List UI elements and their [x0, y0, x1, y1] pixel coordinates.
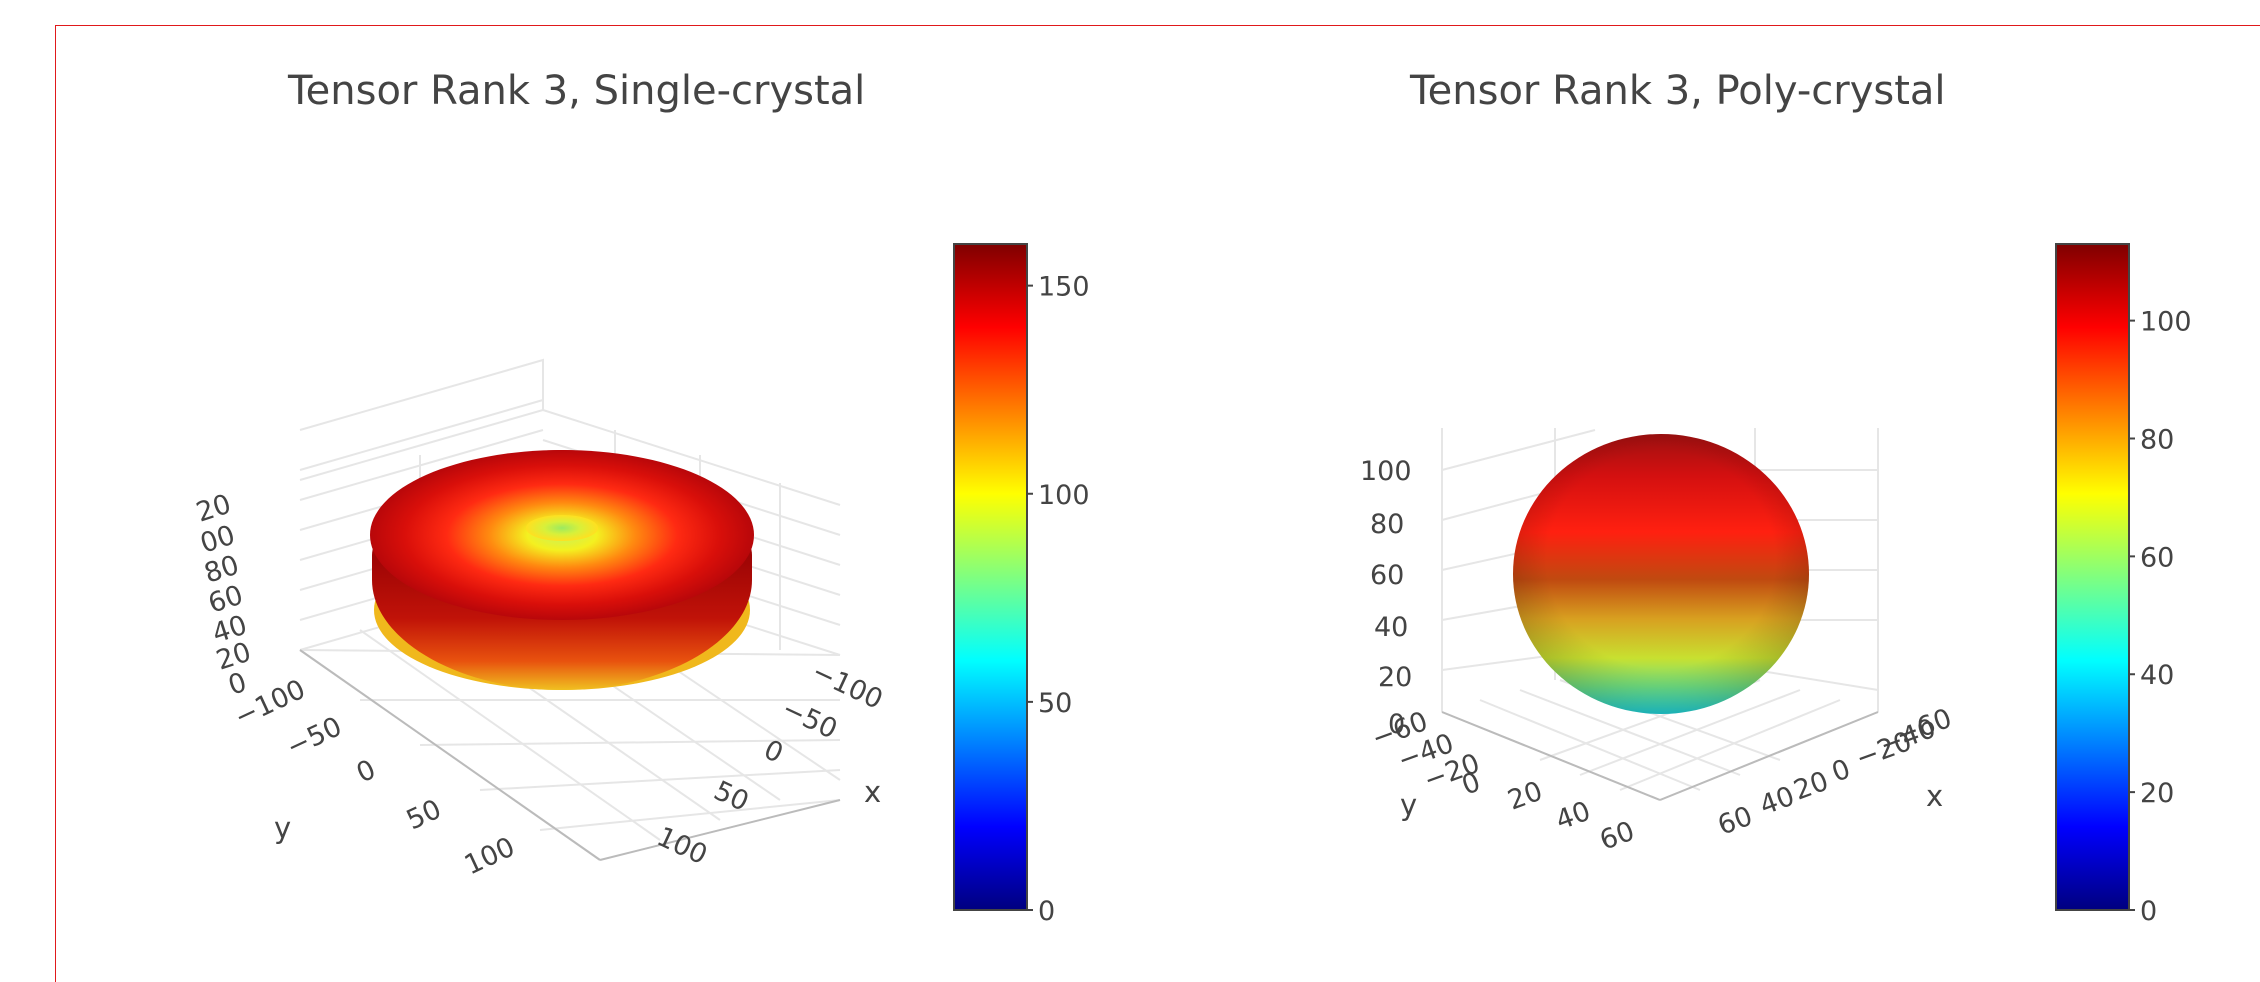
- colorbar-tick-label: 100: [2140, 307, 2192, 338]
- x-tick: 0: [759, 734, 788, 769]
- sphere-surface[interactable]: [1513, 434, 1809, 714]
- z-tick: 20: [1378, 662, 1412, 693]
- colorbar-tick-label: 60: [2140, 542, 2174, 573]
- z-tick: 100: [1360, 456, 1412, 487]
- colorbar-poly-crystal: 0 20 40 60 80 100: [2055, 243, 2192, 927]
- y-tick: 40: [1552, 796, 1595, 837]
- colorbar-tick-label: 40: [2140, 660, 2174, 691]
- colorbar-tick-label: 150: [1038, 272, 1090, 303]
- y-tick: 20: [1504, 776, 1547, 817]
- colorbar-tick-label: 100: [1038, 480, 1090, 511]
- x-tick: 0: [1828, 754, 1855, 789]
- colorbar-tick-label: 50: [1038, 688, 1072, 719]
- colorbar-gradient: [953, 243, 1028, 911]
- y-tick: −50: [282, 711, 347, 763]
- x-tick: 60: [1714, 801, 1757, 842]
- axis-lines-single: [299, 649, 841, 861]
- colorbar-tick-label: 80: [2140, 424, 2174, 455]
- y-tick: 60: [1596, 816, 1639, 857]
- x-tick: −20: [1852, 726, 1916, 775]
- scene-single-crystal[interactable]: 20 00 80 60 40 20 0 −100 −50 0 50 100 y …: [193, 243, 1090, 927]
- y-axis-title: y: [274, 811, 291, 845]
- x-ticks-single: −100 −50 0 50 100 x: [652, 656, 887, 871]
- y-axis-title: y: [1400, 788, 1417, 822]
- colorbar-tick-label: 20: [2140, 778, 2174, 809]
- torus-surface[interactable]: [370, 450, 754, 690]
- z-tick: 60: [1370, 560, 1404, 591]
- colorbar-single-crystal: 0 50 100 150: [953, 243, 1090, 927]
- x-tick: 100: [652, 821, 712, 871]
- colorbar-tick-label: 0: [2140, 896, 2157, 927]
- x-ticks-poly: −60 −40 −20 0 20 40 60 x: [1714, 703, 1956, 842]
- z-ticks-poly: 100 80 60 40 20 0: [1360, 456, 1412, 740]
- z-tick: 80: [1370, 509, 1404, 540]
- z-tick: 0: [1388, 709, 1405, 740]
- scene-poly-crystal[interactable]: 100 80 60 40 20 0 −60 −40 −20 0 20 40 60…: [1360, 243, 2192, 927]
- colorbar-tick-label: 0: [1038, 896, 1055, 927]
- chart-title-poly-crystal: Tensor Rank 3, Poly-crystal: [1410, 68, 1946, 114]
- y-tick: 0: [352, 754, 381, 789]
- x-tick: 20: [1790, 766, 1833, 807]
- colorbar-gradient: [2055, 243, 2130, 911]
- y-ticks-single: −100 −50 0 50 100 y: [230, 674, 520, 881]
- x-axis-title: x: [1926, 779, 1943, 813]
- x-tick: −50: [777, 693, 842, 745]
- plot-frame: [55, 25, 2260, 982]
- axis-lines-poly: [1441, 711, 1879, 801]
- y-tick: 100: [460, 831, 520, 881]
- z-ticks-single: 20 00 80 60 40 20 0: [193, 489, 255, 702]
- y-ticks-poly: −60 −40 −20 0 20 40 60 y: [1368, 706, 1639, 857]
- y-tick: 50: [402, 794, 446, 837]
- chart-title-single-crystal: Tensor Rank 3, Single-crystal: [288, 68, 866, 114]
- x-axis-title: x: [864, 775, 881, 809]
- z-tick: 40: [1374, 612, 1408, 643]
